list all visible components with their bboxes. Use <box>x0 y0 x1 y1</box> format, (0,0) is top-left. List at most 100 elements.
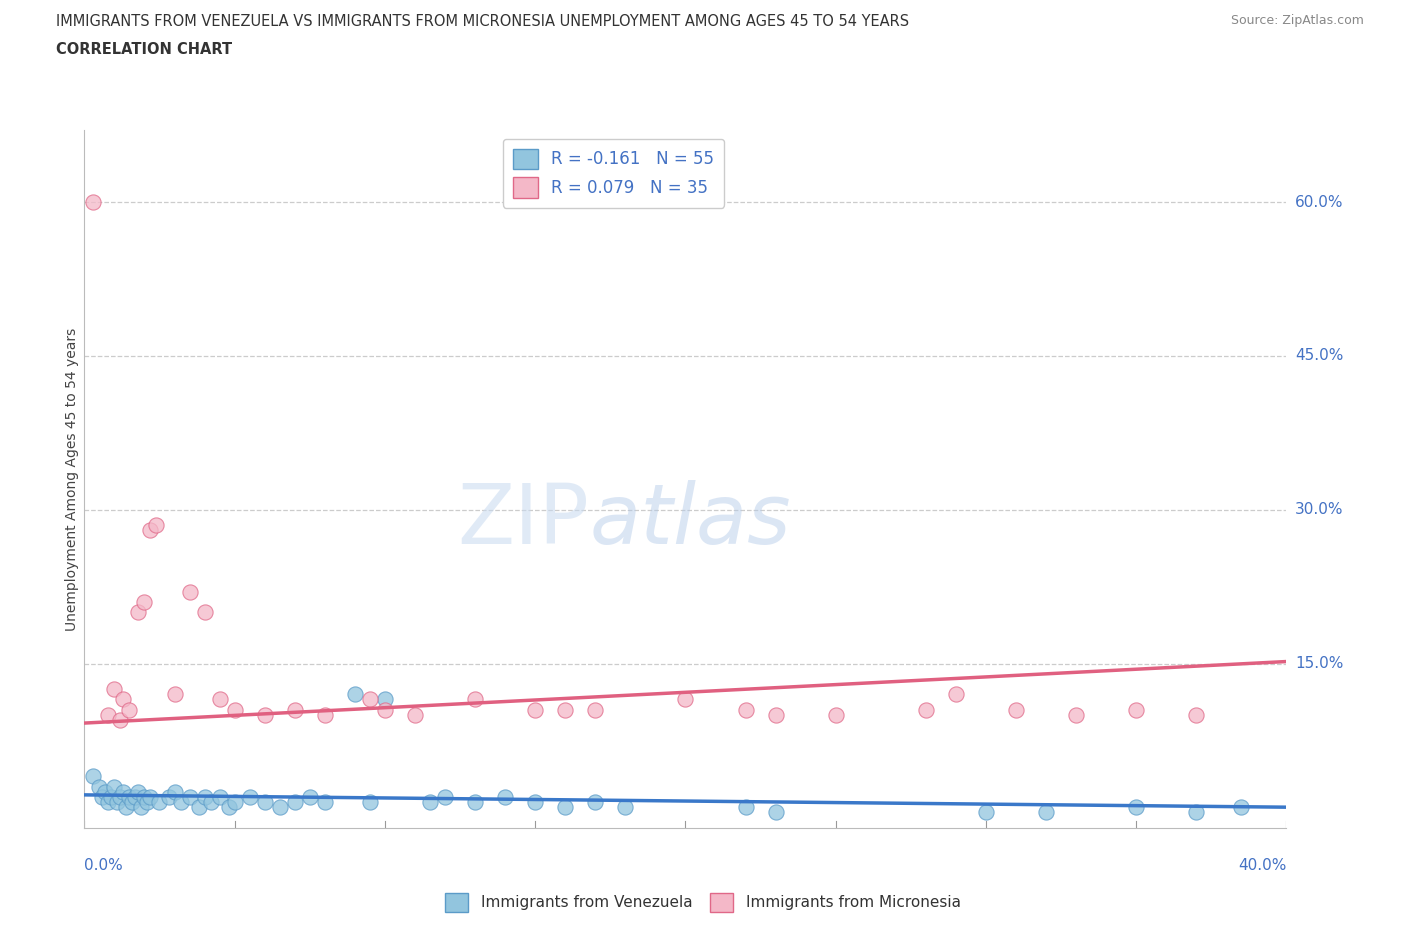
Text: 45.0%: 45.0% <box>1295 349 1343 364</box>
Point <box>103 682 125 697</box>
Text: 40.0%: 40.0% <box>1239 858 1286 873</box>
Point <box>404 708 426 723</box>
Point <box>614 800 637 815</box>
Point <box>179 584 201 599</box>
Point <box>284 794 307 809</box>
Point <box>734 702 756 717</box>
Point <box>1185 708 1208 723</box>
Point <box>194 604 217 619</box>
Point <box>583 794 606 809</box>
Text: 60.0%: 60.0% <box>1295 194 1343 209</box>
Point <box>1125 800 1147 815</box>
Point <box>524 794 547 809</box>
Point <box>253 794 276 809</box>
Point <box>139 790 162 804</box>
Point <box>974 804 997 819</box>
Point <box>1185 804 1208 819</box>
Point <box>89 779 111 794</box>
Point <box>103 779 125 794</box>
Text: ZIP: ZIP <box>457 480 589 562</box>
Point <box>1125 702 1147 717</box>
Point <box>1064 708 1087 723</box>
Point <box>163 687 186 702</box>
Point <box>82 769 104 784</box>
Point <box>118 702 141 717</box>
Point <box>314 794 336 809</box>
Point <box>94 784 117 799</box>
Text: 0.0%: 0.0% <box>84 858 124 873</box>
Point <box>464 692 486 707</box>
Point <box>136 794 159 809</box>
Point <box>734 800 756 815</box>
Point <box>554 702 576 717</box>
Point <box>187 800 209 815</box>
Point <box>359 692 381 707</box>
Text: atlas: atlas <box>589 480 792 562</box>
Point <box>200 794 222 809</box>
Point <box>145 518 167 533</box>
Point <box>124 790 146 804</box>
Point <box>915 702 938 717</box>
Point <box>163 784 186 799</box>
Point <box>107 794 129 809</box>
Point <box>208 692 231 707</box>
Point <box>127 604 149 619</box>
Point <box>419 794 441 809</box>
Point <box>127 784 149 799</box>
Point <box>91 790 114 804</box>
Point <box>139 523 162 538</box>
Point <box>115 800 138 815</box>
Point <box>269 800 291 815</box>
Point <box>765 708 787 723</box>
Point <box>100 790 122 804</box>
Point <box>359 794 381 809</box>
Text: 15.0%: 15.0% <box>1295 656 1343 671</box>
Legend: R = -0.161   N = 55, R = 0.079   N = 35: R = -0.161 N = 55, R = 0.079 N = 35 <box>502 139 724 207</box>
Y-axis label: Unemployment Among Ages 45 to 54 years: Unemployment Among Ages 45 to 54 years <box>65 327 79 631</box>
Point <box>110 712 132 727</box>
Point <box>97 794 120 809</box>
Point <box>179 790 201 804</box>
Text: CORRELATION CHART: CORRELATION CHART <box>56 42 232 57</box>
Point <box>1035 804 1057 819</box>
Point <box>464 794 486 809</box>
Point <box>121 794 143 809</box>
Point <box>131 800 153 815</box>
Point <box>343 687 366 702</box>
Point <box>298 790 321 804</box>
Point <box>494 790 516 804</box>
Text: IMMIGRANTS FROM VENEZUELA VS IMMIGRANTS FROM MICRONESIA UNEMPLOYMENT AMONG AGES : IMMIGRANTS FROM VENEZUELA VS IMMIGRANTS … <box>56 14 910 29</box>
Point <box>134 594 156 609</box>
Point <box>112 692 135 707</box>
Point <box>314 708 336 723</box>
Point <box>97 708 120 723</box>
Point <box>118 790 141 804</box>
Point <box>208 790 231 804</box>
Point <box>824 708 846 723</box>
Point <box>374 702 396 717</box>
Point <box>112 784 135 799</box>
Legend: Immigrants from Venezuela, Immigrants from Micronesia: Immigrants from Venezuela, Immigrants fr… <box>439 887 967 918</box>
Point <box>434 790 457 804</box>
Point <box>148 794 170 809</box>
Point <box>765 804 787 819</box>
Point <box>284 702 307 717</box>
Text: Source: ZipAtlas.com: Source: ZipAtlas.com <box>1230 14 1364 27</box>
Point <box>82 194 104 209</box>
Point <box>524 702 547 717</box>
Point <box>253 708 276 723</box>
Text: 30.0%: 30.0% <box>1295 502 1343 517</box>
Point <box>374 692 396 707</box>
Point <box>224 702 246 717</box>
Point <box>224 794 246 809</box>
Point <box>945 687 967 702</box>
Point <box>239 790 262 804</box>
Point <box>134 790 156 804</box>
Point <box>554 800 576 815</box>
Point <box>110 790 132 804</box>
Point <box>194 790 217 804</box>
Point <box>218 800 240 815</box>
Point <box>1230 800 1253 815</box>
Point <box>583 702 606 717</box>
Point <box>169 794 191 809</box>
